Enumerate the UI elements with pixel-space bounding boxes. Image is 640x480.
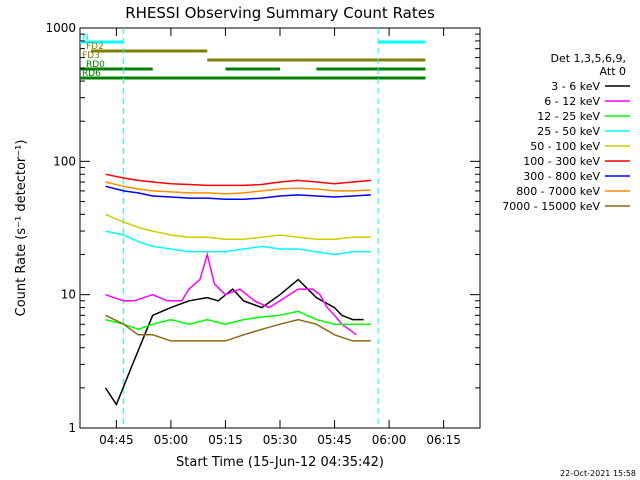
legend-label-6: 300 - 800 keV xyxy=(523,170,600,183)
x-tick-label-5: 06:00 xyxy=(372,433,407,447)
legend-label-2: 12 - 25 keV xyxy=(537,110,600,123)
y-axis-label: Count Rate (s⁻¹ detector⁻¹) xyxy=(14,140,29,317)
legend-label-4: 50 - 100 keV xyxy=(530,140,600,153)
x-tick-label-2: 05:15 xyxy=(208,433,243,447)
x-axis-label: Start Time (15-Jun-12 04:35:42) xyxy=(176,455,384,470)
axes: 04:45 05:00 05:15 05:30 05:45 06:00 06:15 1 10 10… xyxy=(45,21,480,447)
legend-label-3: 25 - 50 keV xyxy=(537,125,600,138)
legend: Det 1,3,5,6,9,Att 03 - 6 keV 6 - 12 keV 12… xyxy=(502,52,630,213)
series-line-6 xyxy=(105,185,371,200)
series-line-2 xyxy=(105,310,371,331)
series-line-3 xyxy=(105,230,371,256)
y-tick-label-1: 10 xyxy=(61,288,76,302)
status-label-RD6: RD6 xyxy=(82,69,101,79)
y-tick-label-3: 1000 xyxy=(45,21,76,35)
series-line-1 xyxy=(105,251,357,336)
legend-label-0: 3 - 6 keV xyxy=(551,80,600,93)
series-line-4 xyxy=(105,213,371,241)
x-tick-label-4: 05:45 xyxy=(317,433,352,447)
footer-timestamp: 22-Oct-2021 15:58 xyxy=(560,469,636,478)
legend-label-7: 800 - 7000 keV xyxy=(516,185,600,198)
series-line-7 xyxy=(105,181,371,195)
x-tick-label-3: 05:30 xyxy=(263,433,298,447)
legend-label-8: 7000 - 15000 keV xyxy=(502,200,600,213)
status-label-N: N xyxy=(82,33,89,43)
legend-header-0: Det 1,3,5,6,9, xyxy=(550,52,626,65)
y-tick-label-0: 1 xyxy=(68,421,76,435)
y-tick-label-2: 100 xyxy=(53,154,76,168)
x-tick-label-0: 04:45 xyxy=(99,433,134,447)
series-line-5 xyxy=(105,173,371,187)
series-line-8 xyxy=(105,314,371,342)
x-tick-label-1: 05:00 xyxy=(154,433,189,447)
series-line-0 xyxy=(104,278,364,407)
legend-label-1: 6 - 12 keV xyxy=(544,95,600,108)
vertical-markers xyxy=(123,28,379,428)
series-lines xyxy=(104,173,371,407)
x-tick-label-6: 06:15 xyxy=(426,433,461,447)
status-label-FD3: FD3 xyxy=(82,51,100,61)
chart-title: RHESSI Observing Summary Count Rates xyxy=(125,4,435,22)
status-label-FD2: FD2 xyxy=(86,42,104,52)
legend-label-5: 100 - 300 keV xyxy=(523,155,600,168)
status-label-RD0: RD0 xyxy=(86,60,105,70)
legend-header-1: Att 0 xyxy=(600,65,626,78)
